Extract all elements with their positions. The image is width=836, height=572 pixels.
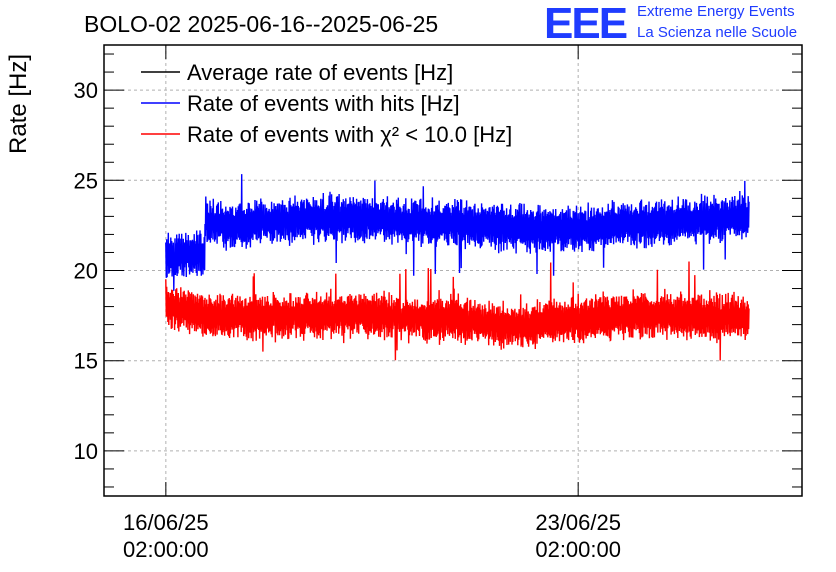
y-tick-label: 30 <box>74 78 98 103</box>
y-axis-label: Rate [Hz] <box>5 54 32 154</box>
legend-entry-0: Average rate of events [Hz] <box>187 60 453 85</box>
series-layer <box>165 174 750 361</box>
y-tick-label: 25 <box>74 168 98 193</box>
tick-labels: 101520253016/06/2502:00:0023/06/2502:00:… <box>74 78 621 562</box>
axis-ticks <box>104 45 802 496</box>
x-tick-label-date: 23/06/25 <box>535 510 621 535</box>
legend-entry-1: Rate of events with hits [Hz] <box>187 91 460 116</box>
y-tick-label: 20 <box>74 259 98 284</box>
x-tick-label-time: 02:00:00 <box>535 537 621 562</box>
chart-title: BOLO-02 2025-06-16--2025-06-25 <box>84 11 439 37</box>
logo-text-line1: Extreme Energy Events <box>637 3 795 20</box>
legend: Average rate of events [Hz] Rate of event… <box>141 60 512 147</box>
x-tick-label-date: 16/06/25 <box>123 510 209 535</box>
y-tick-label: 10 <box>74 439 98 464</box>
x-tick-label-time: 02:00:00 <box>123 537 209 562</box>
grid-lines <box>104 45 802 496</box>
logo-text-line2: La Scienza nelle Scuole <box>637 24 798 41</box>
y-tick-label: 15 <box>74 349 98 374</box>
legend-entry-2: Rate of events with χ² < 10.0 [Hz] <box>187 122 512 147</box>
series-line-1 <box>165 174 750 291</box>
series-line-2 <box>165 261 750 361</box>
eee-logo-mark: EEE <box>544 0 628 48</box>
